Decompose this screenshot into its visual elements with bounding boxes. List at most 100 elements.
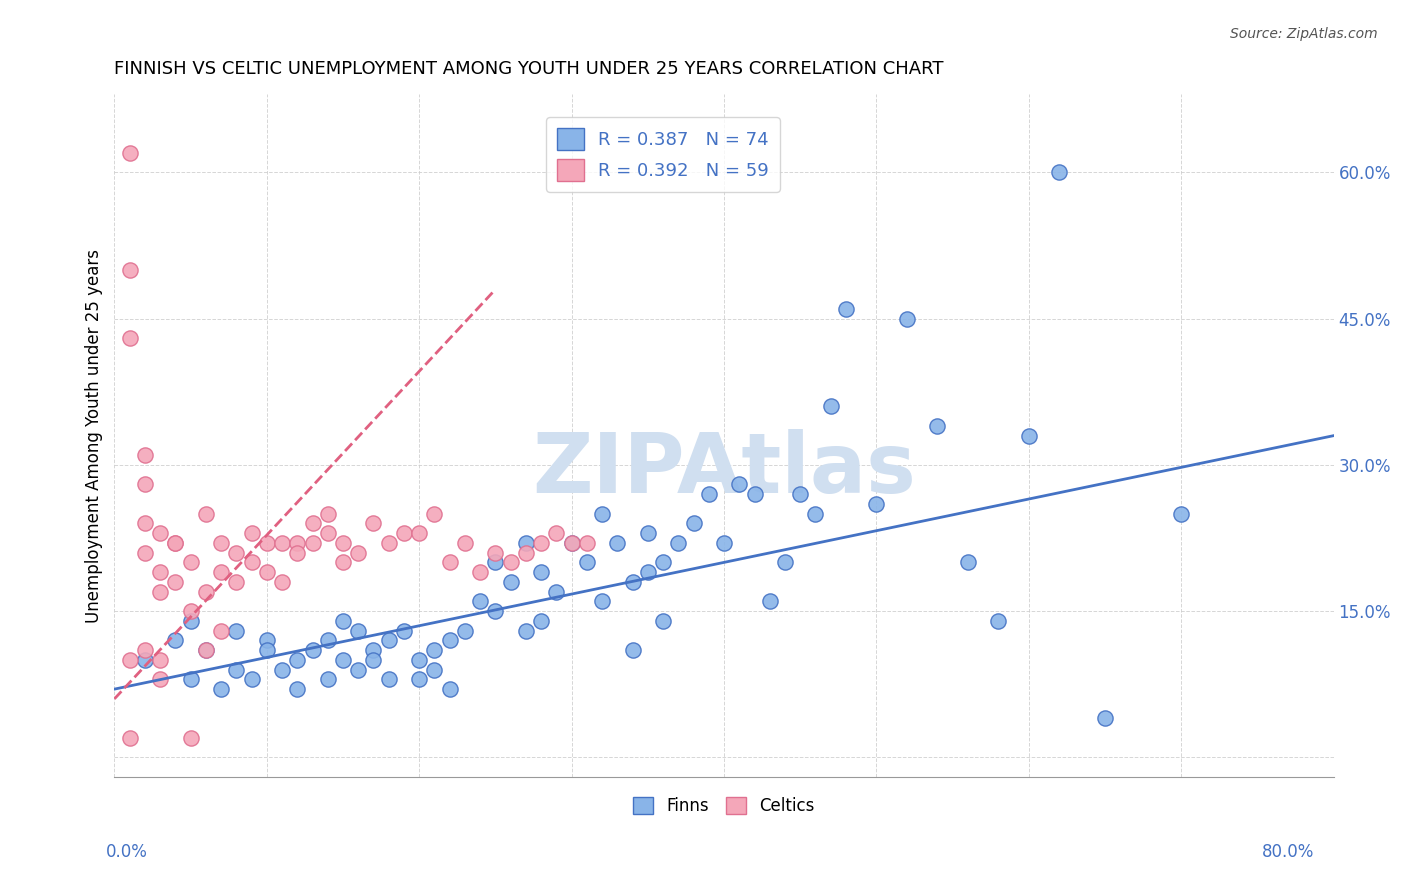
Point — [347, 546, 370, 560]
Point — [377, 633, 399, 648]
Point — [652, 555, 675, 569]
Point — [484, 555, 506, 569]
Point — [392, 526, 415, 541]
Point — [149, 526, 172, 541]
Point — [484, 546, 506, 560]
Point — [499, 574, 522, 589]
Point — [316, 633, 339, 648]
Point — [194, 643, 217, 657]
Point — [180, 604, 202, 618]
Point — [408, 526, 430, 541]
Point — [134, 477, 156, 491]
Point — [149, 565, 172, 579]
Point — [470, 565, 492, 579]
Point — [470, 594, 492, 608]
Point — [209, 565, 232, 579]
Point — [149, 673, 172, 687]
Point — [316, 673, 339, 687]
Point — [149, 653, 172, 667]
Point — [728, 477, 751, 491]
Point — [377, 536, 399, 550]
Point — [347, 624, 370, 638]
Point — [744, 487, 766, 501]
Point — [118, 145, 141, 160]
Point — [682, 516, 704, 531]
Point — [285, 682, 308, 697]
Point — [804, 507, 827, 521]
Point — [165, 536, 187, 550]
Point — [1047, 165, 1070, 179]
Point — [697, 487, 720, 501]
Point — [332, 614, 354, 628]
Point — [332, 555, 354, 569]
Point — [820, 400, 842, 414]
Point — [285, 653, 308, 667]
Point — [423, 643, 446, 657]
Point — [363, 653, 385, 667]
Point — [134, 448, 156, 462]
Point — [194, 643, 217, 657]
Point — [165, 633, 187, 648]
Text: Source: ZipAtlas.com: Source: ZipAtlas.com — [1230, 27, 1378, 41]
Point — [499, 555, 522, 569]
Point — [240, 555, 263, 569]
Point — [956, 555, 979, 569]
Point — [332, 653, 354, 667]
Point — [256, 643, 278, 657]
Point — [134, 643, 156, 657]
Point — [575, 555, 598, 569]
Point — [896, 311, 918, 326]
Point — [134, 516, 156, 531]
Point — [301, 643, 323, 657]
Point — [454, 624, 477, 638]
Text: 80.0%: 80.0% — [1263, 843, 1315, 861]
Point — [666, 536, 689, 550]
Point — [423, 663, 446, 677]
Y-axis label: Unemployment Among Youth under 25 years: Unemployment Among Youth under 25 years — [86, 249, 103, 623]
Point — [713, 536, 735, 550]
Point — [637, 565, 659, 579]
Point — [363, 516, 385, 531]
Point — [927, 418, 949, 433]
Point — [530, 565, 553, 579]
Point — [1094, 711, 1116, 725]
Point — [454, 536, 477, 550]
Point — [987, 614, 1010, 628]
Point — [408, 653, 430, 667]
Point — [332, 536, 354, 550]
Point — [363, 643, 385, 657]
Point — [377, 673, 399, 687]
Point — [773, 555, 796, 569]
Legend: Finns, Celtics: Finns, Celtics — [626, 789, 823, 823]
Point — [225, 663, 247, 677]
Point — [316, 526, 339, 541]
Point — [118, 263, 141, 277]
Point — [180, 731, 202, 745]
Point — [621, 643, 644, 657]
Point — [758, 594, 780, 608]
Point — [271, 574, 294, 589]
Point — [225, 624, 247, 638]
Point — [134, 653, 156, 667]
Point — [835, 301, 858, 316]
Point — [285, 546, 308, 560]
Text: FINNISH VS CELTIC UNEMPLOYMENT AMONG YOUTH UNDER 25 YEARS CORRELATION CHART: FINNISH VS CELTIC UNEMPLOYMENT AMONG YOU… — [114, 60, 943, 78]
Point — [575, 536, 598, 550]
Point — [865, 497, 887, 511]
Point — [134, 546, 156, 560]
Point — [789, 487, 811, 501]
Point — [606, 536, 628, 550]
Point — [209, 624, 232, 638]
Point — [256, 633, 278, 648]
Point — [225, 574, 247, 589]
Point — [423, 507, 446, 521]
Point — [316, 507, 339, 521]
Point — [621, 574, 644, 589]
Point — [271, 663, 294, 677]
Point — [561, 536, 583, 550]
Point — [515, 536, 537, 550]
Text: ZIPAtlas: ZIPAtlas — [531, 429, 915, 510]
Text: 0.0%: 0.0% — [105, 843, 148, 861]
Point — [591, 507, 613, 521]
Point — [439, 633, 461, 648]
